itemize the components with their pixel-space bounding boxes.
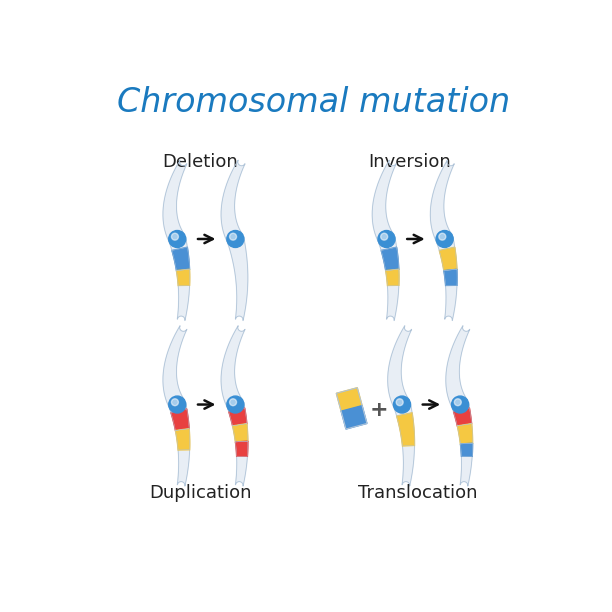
Bar bbox=[337, 388, 362, 411]
Polygon shape bbox=[436, 237, 457, 321]
Polygon shape bbox=[452, 402, 472, 486]
Text: Duplication: Duplication bbox=[149, 484, 252, 502]
Polygon shape bbox=[236, 441, 248, 457]
Polygon shape bbox=[227, 402, 248, 486]
Circle shape bbox=[169, 231, 186, 247]
Polygon shape bbox=[372, 160, 396, 244]
Polygon shape bbox=[176, 269, 190, 285]
Circle shape bbox=[230, 399, 236, 406]
Polygon shape bbox=[227, 237, 248, 321]
Circle shape bbox=[227, 231, 244, 247]
Polygon shape bbox=[172, 247, 190, 271]
Polygon shape bbox=[233, 424, 248, 442]
Polygon shape bbox=[381, 247, 399, 271]
Circle shape bbox=[439, 233, 446, 240]
Polygon shape bbox=[163, 326, 187, 409]
Circle shape bbox=[171, 233, 179, 240]
Polygon shape bbox=[169, 237, 190, 321]
Polygon shape bbox=[169, 402, 190, 486]
Polygon shape bbox=[397, 412, 414, 446]
Circle shape bbox=[230, 233, 236, 240]
Circle shape bbox=[227, 396, 244, 413]
Circle shape bbox=[394, 396, 411, 413]
Polygon shape bbox=[221, 326, 245, 409]
Polygon shape bbox=[171, 409, 189, 430]
Circle shape bbox=[454, 399, 461, 406]
Polygon shape bbox=[386, 269, 399, 285]
Polygon shape bbox=[378, 237, 399, 321]
Text: Translocation: Translocation bbox=[358, 484, 477, 502]
Polygon shape bbox=[163, 160, 187, 244]
Polygon shape bbox=[221, 160, 245, 244]
Circle shape bbox=[381, 233, 387, 240]
Polygon shape bbox=[430, 160, 454, 244]
Circle shape bbox=[452, 396, 469, 413]
Polygon shape bbox=[444, 269, 457, 285]
Polygon shape bbox=[394, 402, 414, 486]
Polygon shape bbox=[387, 326, 412, 409]
Circle shape bbox=[171, 399, 179, 406]
Text: Chromosomal mutation: Chromosomal mutation bbox=[117, 86, 510, 119]
Circle shape bbox=[436, 231, 453, 247]
Text: Deletion: Deletion bbox=[163, 153, 239, 171]
Polygon shape bbox=[439, 247, 457, 271]
Polygon shape bbox=[457, 424, 472, 444]
Text: Inversion: Inversion bbox=[368, 153, 451, 171]
Polygon shape bbox=[229, 408, 247, 426]
Bar bbox=[337, 388, 367, 429]
Polygon shape bbox=[460, 443, 472, 457]
Polygon shape bbox=[176, 428, 190, 450]
Circle shape bbox=[396, 399, 403, 406]
Polygon shape bbox=[453, 408, 472, 426]
Circle shape bbox=[378, 231, 395, 247]
Polygon shape bbox=[446, 326, 470, 409]
Bar bbox=[341, 406, 367, 429]
Circle shape bbox=[169, 396, 186, 413]
Text: +: + bbox=[370, 400, 388, 420]
